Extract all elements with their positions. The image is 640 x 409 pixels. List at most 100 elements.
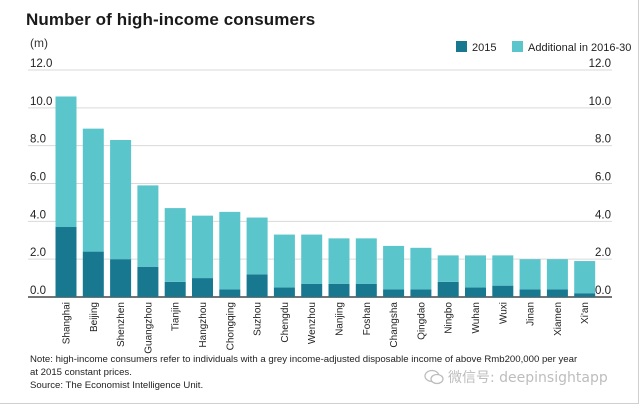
x-category-label: Qingdao bbox=[416, 302, 427, 340]
bar-segment-additional bbox=[437, 255, 459, 282]
bar-group bbox=[355, 238, 377, 297]
wechat-icon bbox=[424, 369, 444, 385]
y-tick-label-right: 4.0 bbox=[595, 209, 611, 221]
chart-title: Number of high-income consumers bbox=[26, 10, 316, 29]
y-tick-label-left: 6.0 bbox=[30, 172, 46, 184]
bar-group bbox=[574, 261, 596, 297]
bar-segment-additional bbox=[355, 238, 377, 284]
bar-group bbox=[55, 96, 77, 297]
y-tick-label-left: 8.0 bbox=[30, 134, 46, 146]
bar-group bbox=[219, 211, 241, 297]
bar-group bbox=[519, 259, 541, 297]
bar-group bbox=[246, 217, 268, 297]
y-tick-label-right: 6.0 bbox=[595, 172, 611, 184]
x-category-label: Shanghai bbox=[62, 302, 73, 344]
x-category-label: Wenzhou bbox=[307, 302, 318, 344]
bar-group bbox=[410, 247, 432, 297]
bar-segment-2015 bbox=[273, 287, 295, 297]
y-axis-left: 0.0 2.0 4.0 6.0 8.0 10.0 12.0 bbox=[30, 58, 52, 297]
bar-segment-additional bbox=[246, 217, 268, 275]
source-line: Source: The Economist Intelligence Unit. bbox=[30, 380, 204, 391]
bar-segment-additional bbox=[82, 128, 104, 252]
bar-segment-additional bbox=[410, 247, 432, 290]
legend-label-additional: Additional in 2016-30 bbox=[528, 42, 632, 54]
y-tick-label-right: 8.0 bbox=[595, 134, 611, 146]
watermark: 微信号: deepinsightapp bbox=[424, 367, 608, 387]
legend-label-2015: 2015 bbox=[472, 42, 497, 54]
y-tick-label-left: 4.0 bbox=[30, 209, 46, 221]
x-category-label: Xiamen bbox=[553, 302, 564, 336]
bar-segment-2015 bbox=[192, 278, 213, 297]
bar-group bbox=[273, 234, 295, 297]
bar-segment-2015 bbox=[355, 283, 377, 297]
bar-segment-2015 bbox=[55, 227, 77, 297]
x-category-label: Beijing bbox=[89, 302, 100, 332]
x-category-label: Changsha bbox=[389, 302, 400, 348]
x-category-label: Ningbo bbox=[444, 302, 455, 334]
note-line-1: Note: high-income consumers refer to ind… bbox=[30, 354, 578, 365]
legend-item-additional: Additional in 2016-30 bbox=[512, 41, 631, 54]
bar-group bbox=[383, 245, 405, 297]
bar-segment-2015 bbox=[546, 289, 568, 297]
bar-segment-additional bbox=[273, 234, 295, 288]
bar-segment-2015 bbox=[137, 266, 159, 297]
bar-segment-2015 bbox=[465, 287, 486, 297]
y-tick-label-left: 0.0 bbox=[30, 285, 46, 297]
y-tick-label-left: 2.0 bbox=[30, 247, 46, 259]
x-category-label: Guangzhou bbox=[143, 302, 154, 354]
y-tick-label-right: 10.0 bbox=[589, 96, 611, 108]
bar-group bbox=[328, 238, 350, 297]
bar-segment-additional bbox=[219, 211, 241, 290]
bar-group bbox=[437, 255, 459, 297]
bar-segment-additional bbox=[301, 234, 323, 284]
bar-segment-2015 bbox=[492, 285, 514, 297]
bar-group bbox=[137, 185, 159, 297]
bar-group bbox=[192, 215, 213, 297]
bar-segment-2015 bbox=[519, 289, 541, 297]
y-tick-label-right: 12.0 bbox=[589, 58, 611, 70]
bar-segment-2015 bbox=[219, 289, 241, 297]
bar-segment-2015 bbox=[110, 259, 132, 297]
x-category-label: Nanjing bbox=[335, 302, 346, 336]
x-category-label: Tianjin bbox=[171, 302, 182, 331]
x-category-label: Jinan bbox=[526, 302, 537, 326]
bar-segment-additional bbox=[328, 238, 350, 284]
x-category-label: Xi'an bbox=[580, 302, 591, 324]
bar-segment-additional bbox=[383, 245, 405, 290]
y-tick-label-left: 10.0 bbox=[30, 96, 52, 108]
unit-label: (m) bbox=[30, 36, 48, 50]
bar-segment-additional bbox=[164, 208, 186, 282]
x-category-label: Wuxi bbox=[498, 302, 509, 324]
bar-segment-2015 bbox=[328, 283, 350, 297]
y-tick-label-left: 12.0 bbox=[30, 58, 52, 70]
x-category-label: Wuhan bbox=[471, 302, 482, 334]
x-category-label: Chongqing bbox=[225, 302, 236, 350]
y-axis-right: 0.0 2.0 4.0 6.0 8.0 10.0 12.0 bbox=[589, 58, 611, 297]
x-category-label: Suzhou bbox=[253, 302, 264, 336]
bar-segment-additional bbox=[137, 185, 159, 267]
bar-segment-2015 bbox=[410, 289, 432, 297]
bar-group bbox=[301, 234, 323, 297]
bar-segment-2015 bbox=[383, 289, 405, 297]
legend-item-2015: 2015 bbox=[456, 41, 496, 54]
bar-group bbox=[82, 128, 104, 297]
bar-segment-2015 bbox=[246, 274, 268, 297]
bar-segment-additional bbox=[465, 255, 486, 288]
bar-segment-2015 bbox=[82, 251, 104, 297]
x-category-label: Hangzhou bbox=[198, 302, 209, 348]
watermark-text: 微信号: deepinsightapp bbox=[448, 370, 608, 386]
bar-segment-2015 bbox=[574, 293, 596, 297]
bar-segment-additional bbox=[574, 261, 596, 294]
bar-segment-additional bbox=[492, 255, 514, 286]
bar-group bbox=[164, 208, 186, 297]
bar-segment-additional bbox=[110, 139, 132, 260]
x-category-label: Shenzhen bbox=[116, 302, 127, 347]
bar-segment-2015 bbox=[301, 283, 323, 297]
bar-segment-additional bbox=[55, 96, 77, 228]
x-axis-categories: Shanghai Beijing Shenzhen Guangzhou Tianjin H… bbox=[62, 302, 592, 354]
bar-segment-additional bbox=[546, 259, 568, 290]
note-line-2: at 2015 constant prices. bbox=[30, 366, 132, 378]
x-category-label: Foshan bbox=[362, 302, 373, 335]
